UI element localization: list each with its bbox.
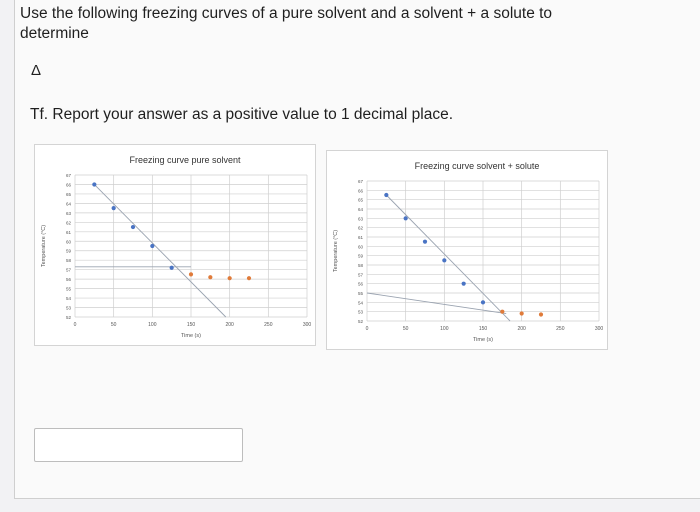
x-tick-label: 250 — [556, 326, 565, 332]
y-tick-label: 64 — [358, 207, 364, 212]
y-tick-label: 56 — [358, 282, 364, 287]
x-tick-label: 150 — [187, 322, 196, 328]
y-tick-label: 59 — [66, 249, 72, 254]
data-point — [92, 182, 97, 187]
data-point — [403, 216, 408, 221]
y-tick-label: 67 — [358, 179, 364, 184]
y-tick-label: 61 — [66, 230, 72, 235]
y-tick-label: 64 — [66, 201, 72, 206]
data-point — [442, 258, 447, 263]
y-tick-label: 53 — [358, 310, 364, 315]
y-tick-label: 60 — [66, 239, 72, 244]
data-point — [150, 243, 155, 249]
y-tick-label: 66 — [66, 182, 72, 187]
chart-title: Freezing curve solvent + solute — [415, 161, 540, 171]
x-tick-label: 200 — [225, 322, 234, 328]
y-tick-label: 57 — [358, 272, 364, 277]
data-point — [227, 276, 232, 281]
x-tick-label: 250 — [264, 322, 273, 328]
x-tick-label: 300 — [303, 322, 312, 328]
data-point — [480, 300, 486, 305]
chart-title: Freezing curve pure solvent — [129, 155, 241, 165]
question-text: Use the following freezing curves of a p… — [20, 5, 553, 42]
delta-symbol: Δ — [31, 62, 42, 79]
data-point — [384, 192, 389, 198]
y-tick-label: 60 — [358, 244, 364, 249]
y-tick-label: 62 — [66, 220, 72, 225]
y-tick-label: 55 — [66, 287, 72, 292]
y-tick-label: 54 — [66, 296, 72, 301]
y-tick-label: 58 — [358, 263, 364, 268]
data-point — [461, 281, 466, 286]
y-tick-label: 66 — [358, 188, 364, 193]
y-axis-label: Temperature (°C) — [333, 230, 339, 272]
data-point — [111, 206, 116, 211]
chart-pure-solvent: Freezing curve pure solvent 52 53 54 55 56 57 5… — [34, 144, 316, 346]
x-tick-label: 100 — [440, 326, 449, 332]
y-tick-label: 59 — [358, 254, 364, 259]
y-axis-label: Temperature (°C) — [41, 225, 47, 267]
y-tick-label: 52 — [358, 319, 364, 324]
y-tick-label: 67 — [66, 173, 72, 178]
trend-line — [94, 184, 227, 318]
y-tick-label: 62 — [358, 226, 364, 231]
data-point — [246, 276, 252, 281]
trend-line — [366, 292, 507, 314]
y-tick-label: 53 — [66, 306, 72, 311]
y-tick-label: 63 — [358, 216, 364, 221]
data-point — [519, 311, 524, 316]
data-point — [500, 309, 505, 314]
x-tick-label: 0 — [74, 322, 77, 328]
answer-input[interactable] — [34, 428, 243, 462]
x-tick-label: 300 — [595, 326, 604, 332]
trend-line — [386, 194, 511, 322]
y-tick-label: 57 — [66, 268, 72, 273]
x-axis-label: Time (s) — [473, 337, 493, 343]
x-axis-label: Time (s) — [181, 333, 201, 339]
chart-pure-solvent-svg: Freezing curve pure solvent 52 53 54 55 56 57 5… — [41, 155, 312, 339]
y-tick-label: 56 — [66, 277, 72, 282]
data-point — [188, 272, 194, 277]
y-tick-label: 63 — [66, 211, 72, 216]
data-point — [169, 265, 174, 270]
data-point — [422, 239, 428, 244]
x-tick-label: 0 — [366, 326, 369, 332]
question-instruction: Tf. Report your answer as a positive val… — [30, 106, 454, 123]
data-point — [208, 275, 213, 280]
x-tick-label: 100 — [148, 322, 157, 328]
y-tick-label: 55 — [358, 291, 364, 296]
x-tick-label: 50 — [403, 326, 409, 332]
y-tick-label: 58 — [66, 258, 72, 263]
y-tick-label: 61 — [358, 235, 364, 240]
x-tick-label: 150 — [479, 326, 488, 332]
data-point — [538, 312, 544, 317]
y-tick-label: 54 — [358, 300, 364, 305]
x-tick-label: 50 — [111, 322, 117, 328]
y-tick-label: 52 — [66, 315, 72, 320]
chart-solvent-solute-svg: Freezing curve solvent + solute 52 53 54 55 5… — [333, 161, 604, 343]
chart-solvent-solute: Freezing curve solvent + solute 52 53 54 55 5… — [326, 150, 608, 350]
y-tick-label: 65 — [66, 192, 72, 197]
y-tick-label: 65 — [358, 198, 364, 203]
data-point — [130, 224, 136, 230]
x-tick-label: 200 — [517, 326, 526, 332]
